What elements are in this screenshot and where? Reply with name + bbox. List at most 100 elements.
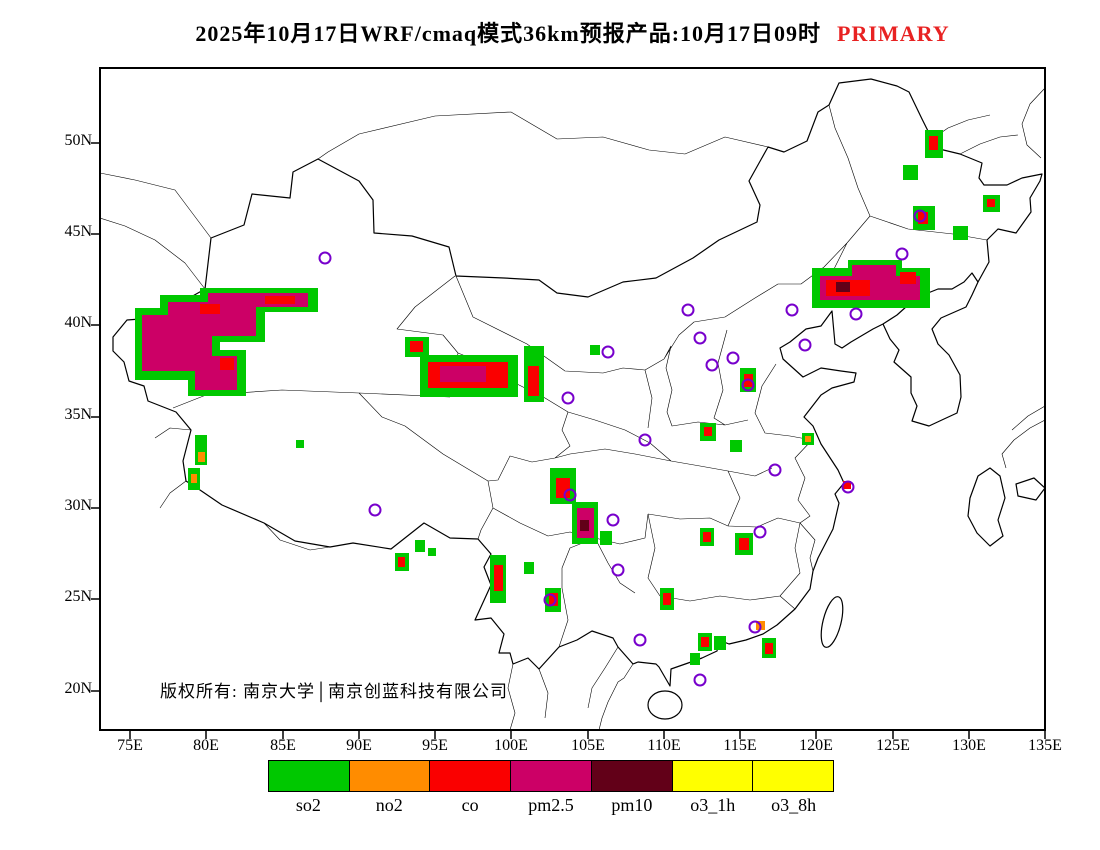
lon-axis-label: 130E — [952, 737, 986, 754]
pollution-cell — [428, 548, 436, 556]
page-title: 2025年10月17日WRF/cmaq模式36km预报产品:10月17日09时 P… — [100, 16, 1045, 48]
city-marker — [748, 620, 762, 634]
japan-shikoku-path — [1015, 477, 1045, 501]
lat-axis-label: 45N — [64, 223, 92, 240]
pollution-cell — [739, 538, 749, 550]
lon-axis-label: 80E — [193, 737, 219, 754]
korea-coast-path — [882, 281, 979, 427]
pollution-cell — [440, 366, 486, 382]
lon-axis-label: 125E — [876, 737, 910, 754]
axis-ticks — [91, 142, 1046, 739]
china-border-path — [112, 78, 1043, 687]
pollution-cell — [410, 341, 423, 352]
city-marker-layer — [318, 209, 927, 687]
lat-axis-label: 35N — [64, 406, 92, 423]
pollution-cell — [703, 532, 711, 542]
city-marker — [606, 513, 620, 527]
city-marker — [705, 358, 719, 372]
lat-axis-label: 40N — [64, 314, 92, 331]
foreign-borders-path — [100, 87, 1045, 730]
city-marker — [841, 480, 855, 494]
lon-axis-label: 95E — [422, 737, 448, 754]
pollution-cell — [836, 282, 850, 292]
lat-axis-label: 20N — [64, 680, 92, 697]
province-borders-path — [172, 104, 988, 648]
pollution-cell — [929, 136, 938, 150]
lon-axis-label: 75E — [117, 737, 143, 754]
pollution-cell — [296, 440, 304, 448]
pollution-cell — [549, 593, 558, 606]
city-marker — [849, 307, 863, 321]
city-marker — [726, 351, 740, 365]
legend: so2 no2 co pm2.5 pm10 o3_1h o3_8h — [268, 760, 834, 816]
pollution-cell — [714, 636, 726, 650]
city-marker — [768, 463, 782, 477]
legend-label: no2 — [375, 795, 403, 815]
pollution-cell — [398, 557, 405, 567]
city-marker — [638, 433, 652, 447]
city-marker — [543, 593, 557, 607]
map-frame — [99, 67, 1046, 731]
pollution-layer — [135, 130, 1000, 665]
pollution-cell — [191, 474, 197, 483]
taiwan-island — [820, 596, 844, 648]
pollution-cell — [556, 478, 570, 498]
city-marker — [693, 673, 707, 687]
pollution-cell — [200, 304, 220, 314]
city-marker — [693, 331, 707, 345]
copyright-text: 版权所有: 南京大学│南京创蓝科技有限公司 — [160, 682, 509, 701]
pollution-cell — [494, 565, 503, 591]
city-marker — [561, 391, 575, 405]
city-marker — [741, 378, 755, 392]
legend-swatch-so2 — [269, 761, 349, 791]
city-marker — [913, 209, 927, 223]
legend-label: pm10 — [611, 795, 653, 815]
lon-axis-label: 135E — [1028, 737, 1062, 754]
legend-labels: so2 no2 co pm2.5 pm10 o3_1h o3_8h — [268, 795, 834, 816]
pollution-cell — [730, 440, 742, 452]
lat-axis-label: 25N — [64, 588, 92, 605]
pollution-cell — [900, 272, 916, 284]
lon-axis-label: 110E — [647, 737, 681, 754]
city-marker — [785, 303, 799, 317]
legend-label: so2 — [295, 795, 321, 815]
pollution-cell — [600, 531, 612, 545]
pollution-cell — [198, 452, 205, 462]
legend-swatch-co — [429, 761, 511, 791]
pollution-cell — [265, 296, 295, 304]
city-marker — [633, 633, 647, 647]
pollution-cell — [953, 226, 968, 240]
legend-swatch-o3_8h — [752, 761, 834, 791]
lat-axis-label: 30N — [64, 497, 92, 514]
pollution-cell — [690, 653, 700, 665]
legend-label: co — [461, 795, 479, 815]
pollution-cell — [805, 436, 811, 442]
lon-axis-label: 115E — [723, 737, 757, 754]
city-marker — [753, 525, 767, 539]
pollution-cell — [987, 199, 995, 207]
city-marker — [563, 488, 577, 502]
city-marker — [368, 503, 382, 517]
legend-label: o3_1h — [690, 795, 736, 815]
legend-bar — [268, 760, 834, 792]
lon-axis-label: 120E — [799, 737, 833, 754]
pollution-cell — [765, 643, 773, 654]
lon-axis-label: 85E — [270, 737, 296, 754]
lat-axis-label: 50N — [64, 132, 92, 149]
pollution-cell — [903, 165, 918, 180]
city-marker — [601, 345, 615, 359]
hainan-island — [647, 690, 683, 720]
pollution-cell — [528, 366, 539, 396]
legend-swatch-pm10 — [590, 761, 672, 791]
legend-label: o3_8h — [771, 795, 817, 815]
japan-kyushu-path — [967, 467, 1006, 547]
map-inner — [100, 78, 1045, 730]
city-marker — [681, 303, 695, 317]
legend-swatch-o3_1h — [671, 761, 753, 791]
legend-label: pm2.5 — [528, 795, 574, 815]
pollution-cell — [704, 427, 712, 436]
lon-axis-label: 100E — [494, 737, 528, 754]
pollution-cell — [220, 358, 234, 370]
city-marker — [611, 563, 625, 577]
pollution-cell — [852, 265, 896, 279]
